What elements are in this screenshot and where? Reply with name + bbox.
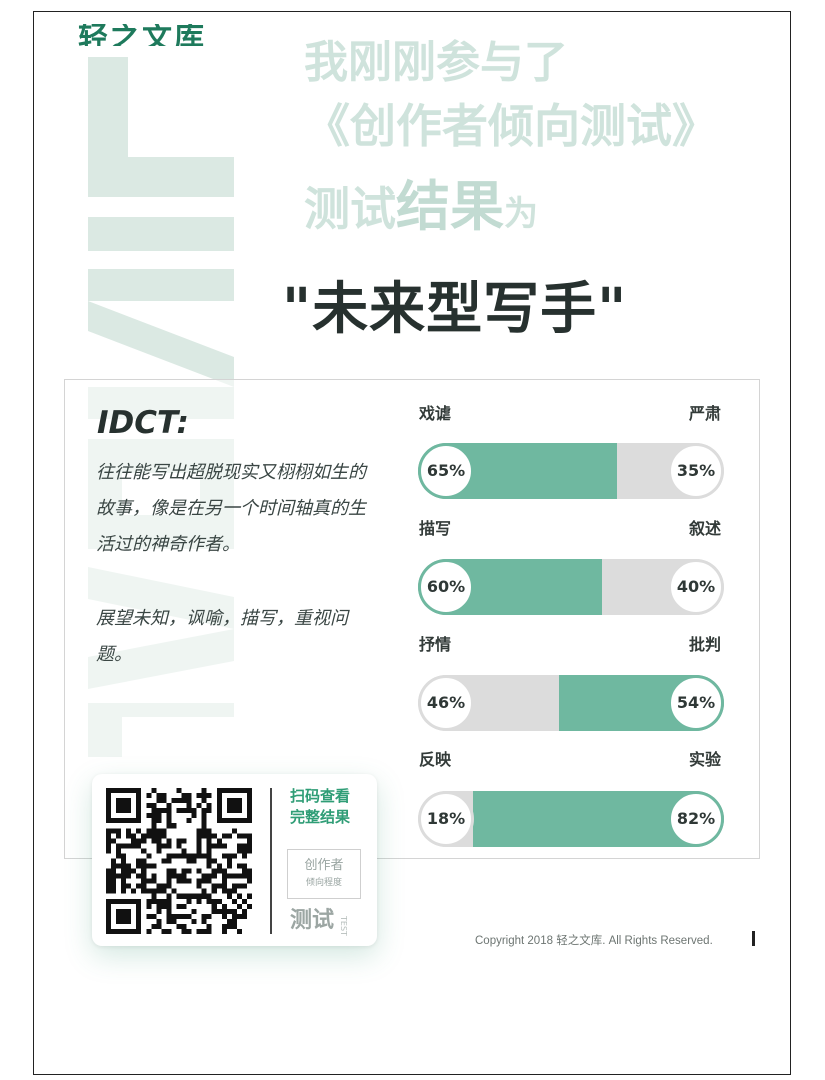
- test-stamp: 创作者 倾向程度: [287, 849, 361, 899]
- dim-3-right-cap: [668, 675, 724, 731]
- dim-3-left-pct: 46%: [426, 693, 466, 712]
- qr-divider: [270, 788, 272, 934]
- headline-line-3: 测试结果为: [304, 162, 538, 241]
- stamp-line-2: 倾向程度: [305, 878, 342, 888]
- copyright-text: Copyright 2018 轻之文库. All Rights Reserved…: [475, 935, 713, 947]
- dim-2-right-cap: [668, 559, 724, 615]
- dim-2-right-label: 叙述: [689, 519, 722, 538]
- dim-3-bar: 46% 54%: [418, 675, 724, 731]
- dim-4-right-cap: [668, 791, 724, 847]
- text-cursor: [752, 931, 755, 946]
- headline-line-2: 《创作者倾向测试》: [304, 99, 718, 153]
- headline-test-word: 测试: [304, 182, 396, 236]
- dim-4-left-cap: [418, 791, 474, 847]
- headline-is-word: 为: [504, 194, 538, 234]
- poster-frame: 轻之文库 我刚刚参与了 《创作者倾向测试》 测试结果为 "未来型写手" IDCT…: [33, 11, 791, 1075]
- type-code: IDCT:: [97, 405, 189, 441]
- dim-2-left-cap: [418, 559, 474, 615]
- dim-4-right-label: 实验: [689, 750, 722, 769]
- test-small-word: TEST: [339, 916, 348, 936]
- dim-1-right-pct: 35%: [676, 461, 716, 480]
- dim-2-left-label: 描写: [419, 519, 452, 538]
- result-type-title: "未来型写手": [282, 277, 628, 342]
- dim-4-bar: 18% 82%: [418, 791, 724, 847]
- dim-1-right-cap: [668, 443, 724, 499]
- dim-4-left-pct: 18%: [426, 809, 466, 828]
- scan-prompt: 扫码查看 完整结果: [290, 786, 350, 828]
- dim-4-left-label: 反映: [419, 750, 452, 769]
- dim-1-bar: 65% 35%: [418, 443, 724, 499]
- qr-code[interactable]: [106, 788, 252, 934]
- dim-4-right-pct: 82%: [676, 809, 716, 828]
- qr-card: 扫码查看 完整结果 创作者 倾向程度 测试 TEST: [92, 774, 377, 946]
- type-description: 往往能写出超脱现实又栩栩如生的故事，像是在另一个时间轴真的生活过的神奇作者。: [96, 462, 366, 555]
- dim-1-left-pct: 65%: [426, 461, 466, 480]
- dim-3-left-cap: [418, 675, 474, 731]
- dim-2-right-pct: 40%: [676, 577, 716, 596]
- dim-2-left-pct: 60%: [426, 577, 466, 596]
- dim-3-right-label: 批判: [689, 635, 722, 654]
- brand-cut-text: 轻之文库: [78, 24, 206, 46]
- dim-3-right-pct: 54%: [676, 693, 716, 712]
- headline-line-1: 我刚刚参与了: [304, 37, 568, 88]
- dim-1-left-cap: [418, 443, 474, 499]
- dim-1-right-label: 严肃: [689, 404, 722, 423]
- type-keywords: 展望未知，讽喻，描写，重视问题。: [96, 608, 348, 665]
- dim-3-left-label: 抒情: [419, 635, 452, 654]
- scan-line-1: 扫码查看: [290, 787, 351, 805]
- stamp-line-1: 创作者: [304, 858, 344, 873]
- test-word: 测试: [290, 907, 335, 933]
- headline-result-word: 结果: [396, 174, 504, 238]
- dim-1-left-label: 戏谑: [419, 404, 452, 423]
- scan-line-2: 完整结果: [290, 808, 351, 826]
- dim-2-bar: 60% 40%: [418, 559, 724, 615]
